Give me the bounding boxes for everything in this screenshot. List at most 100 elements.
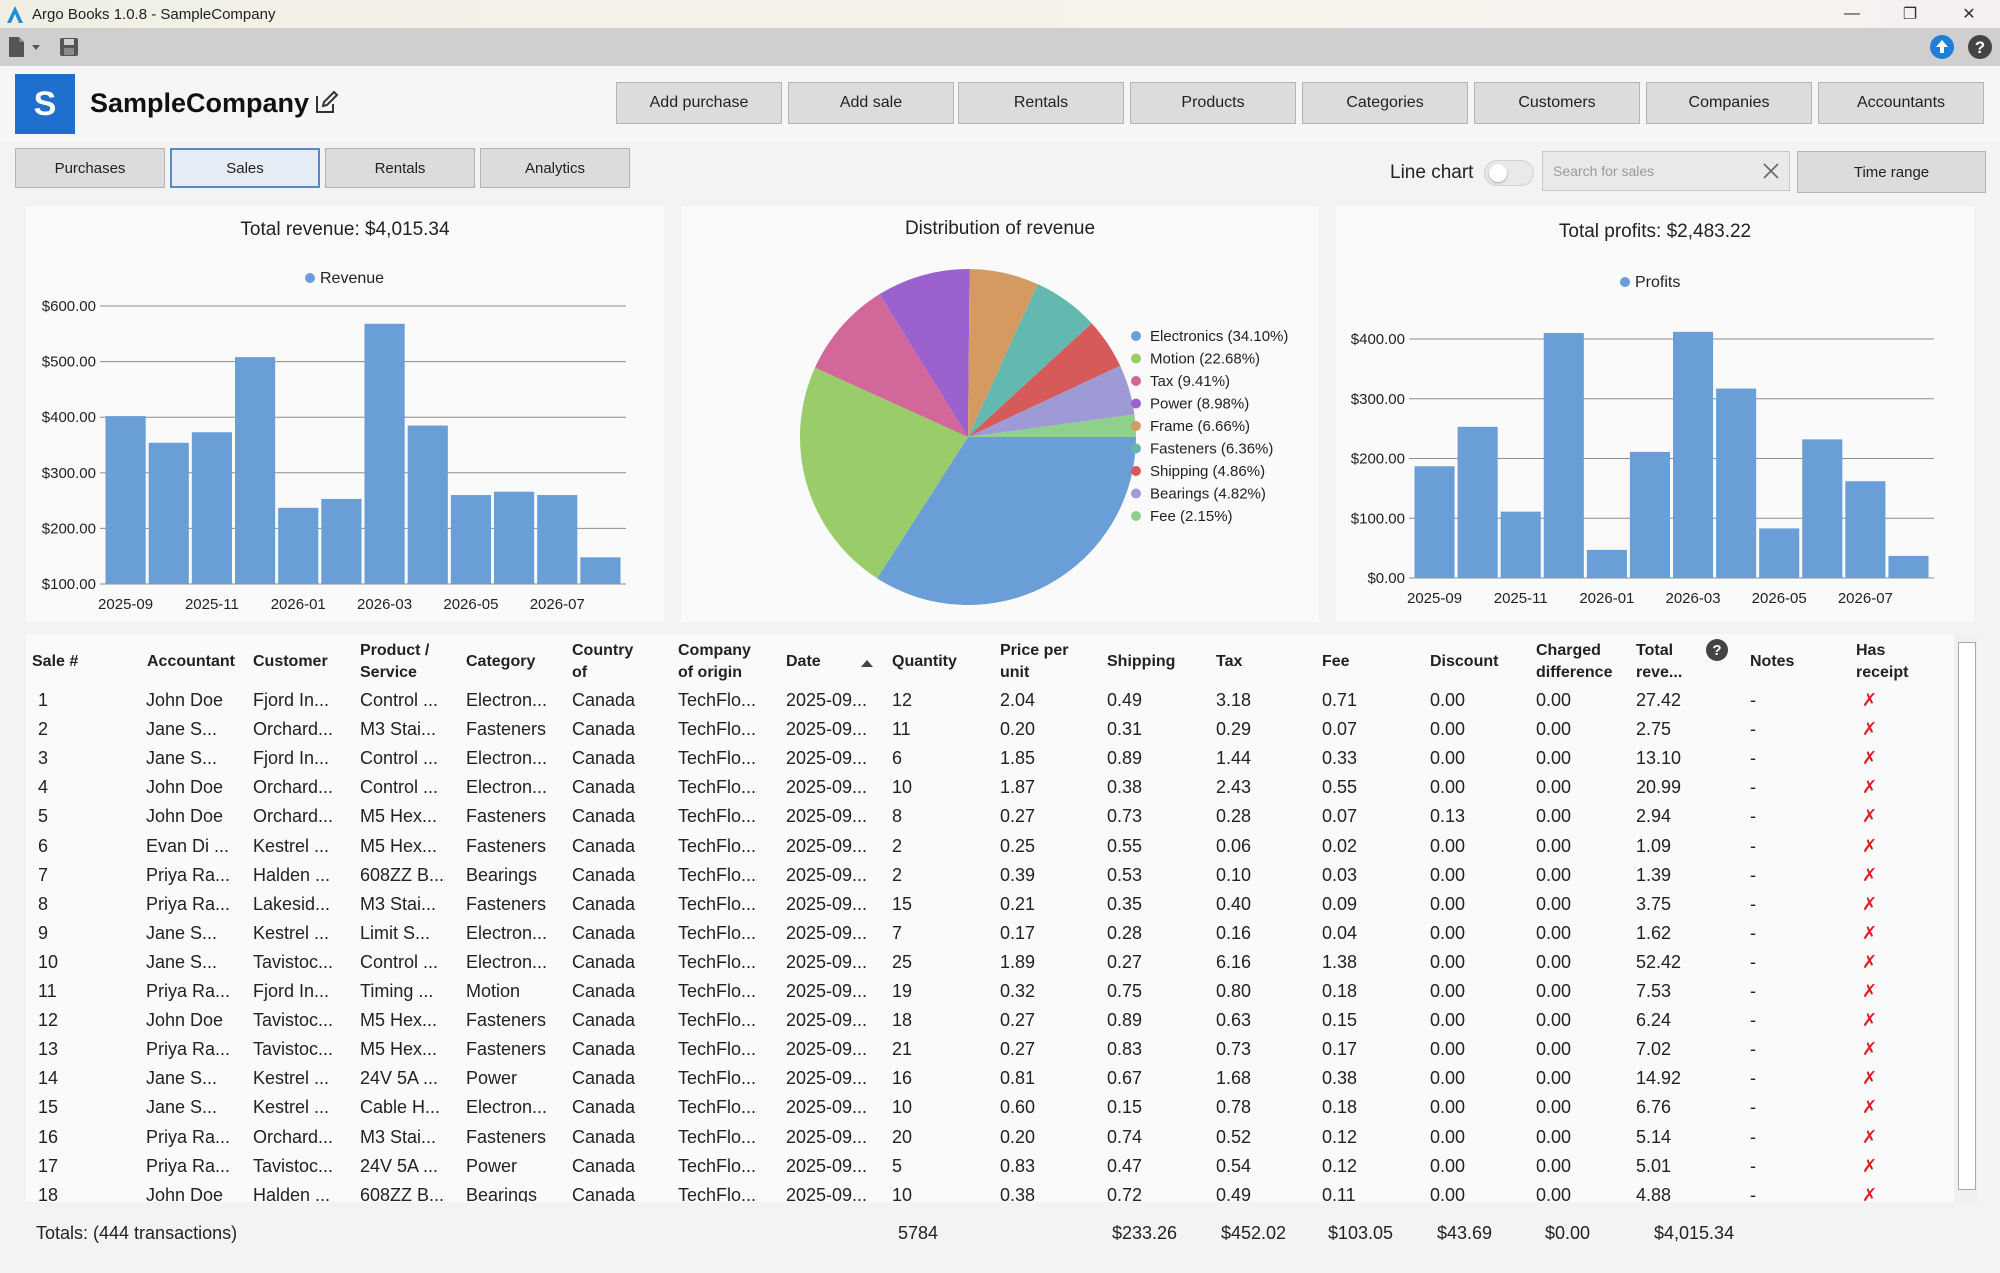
x-tick-label: 2026-03 <box>1666 590 1721 607</box>
time-range-button[interactable]: Time range <box>1797 151 1986 193</box>
bar[interactable] <box>278 507 319 584</box>
column-header[interactable]: Customer <box>253 651 328 673</box>
bar[interactable] <box>494 491 535 584</box>
bar[interactable] <box>321 498 362 584</box>
table-row[interactable]: 11 Priya Ra... Fjord In... Timing ... Motion… <box>26 977 1950 1006</box>
pie-slice[interactable] <box>800 367 968 579</box>
column-header[interactable]: Fee <box>1322 651 1350 673</box>
tab-purchases[interactable]: Purchases <box>15 148 165 188</box>
table-row[interactable]: 14 Jane S... Kestrel ... 24V 5A ... Power Can… <box>26 1064 1950 1093</box>
column-header[interactable]: Product / Service <box>360 640 429 684</box>
table-row[interactable]: 17 Priya Ra... Tavistoc... 24V 5A ... Power C… <box>26 1152 1950 1181</box>
help-button[interactable]: ? <box>1967 34 1993 60</box>
table-row[interactable]: 1 John Doe Fjord In... Control ... Electron.… <box>26 686 1950 715</box>
table-row[interactable]: 3 Jane S... Fjord In... Control ... Electron… <box>26 744 1950 773</box>
bar[interactable] <box>235 357 276 584</box>
column-header[interactable]: Accountant <box>147 651 235 673</box>
accountants-button[interactable]: Accountants <box>1818 82 1984 124</box>
categories-button[interactable]: Categories <box>1302 82 1468 124</box>
bar[interactable] <box>1802 439 1843 578</box>
customers-button[interactable]: Customers <box>1474 82 1640 124</box>
tab-analytics[interactable]: Analytics <box>480 148 630 188</box>
table-row[interactable]: 2 Jane S... Orchard... M3 Stai... Fasteners C… <box>26 715 1950 744</box>
table-cell: 0.00 <box>1536 835 1572 856</box>
file-menu-button[interactable] <box>4 34 42 60</box>
column-header[interactable]: Notes <box>1750 651 1794 673</box>
bar[interactable] <box>105 416 146 584</box>
search-input[interactable] <box>1543 152 1753 190</box>
table-row[interactable]: 18 John Doe Halden ... 608ZZ B... Bearings Ca… <box>26 1181 1950 1202</box>
tab-sales[interactable]: Sales <box>170 148 320 188</box>
column-header[interactable]: Has receipt <box>1856 640 1908 684</box>
table-row[interactable]: 13 Priya Ra... Tavistoc... M5 Hex... Fastene… <box>26 1035 1950 1064</box>
pie-slice[interactable] <box>877 437 1136 606</box>
table-scrollbar[interactable] <box>1954 634 1978 1202</box>
bar[interactable] <box>1888 555 1929 578</box>
rentals-button[interactable]: Rentals <box>958 82 1124 124</box>
bar[interactable] <box>364 323 405 584</box>
column-header[interactable]: Country of <box>572 640 633 684</box>
pie-slice[interactable] <box>968 365 1135 437</box>
column-header[interactable]: Category <box>466 651 535 673</box>
bar[interactable] <box>450 495 491 584</box>
line-chart-toggle[interactable] <box>1484 160 1534 186</box>
pie-slice[interactable] <box>968 269 1038 437</box>
table-row[interactable]: 8 Priya Ra... Lakesid... M3 Stai... Fastener… <box>26 890 1950 919</box>
column-header[interactable]: Quantity <box>892 651 957 673</box>
save-button[interactable] <box>56 34 82 60</box>
table-cell: 608ZZ B... <box>360 1184 445 1202</box>
restore-button[interactable]: ❐ <box>1881 0 1939 28</box>
pie-slice[interactable] <box>968 414 1136 437</box>
bar[interactable] <box>1586 549 1627 578</box>
table-row[interactable]: 10 Jane S... Tavistoc... Control ... Electro… <box>26 948 1950 977</box>
bar[interactable] <box>1543 333 1584 578</box>
bar[interactable] <box>1673 331 1714 578</box>
scrollbar-thumb[interactable] <box>1958 642 1976 1190</box>
pie-slice[interactable] <box>968 284 1092 437</box>
column-header[interactable]: Total reve... <box>1636 640 1682 684</box>
table-row[interactable]: 7 Priya Ra... Halden ... 608ZZ B... Bearings… <box>26 861 1950 890</box>
tab-rentals[interactable]: Rentals <box>325 148 475 188</box>
clear-search-icon[interactable] <box>1761 161 1781 181</box>
bar[interactable] <box>191 432 232 584</box>
bar[interactable] <box>1629 451 1670 578</box>
table-row[interactable]: 12 John Doe Tavistoc... M5 Hex... Fasteners C… <box>26 1006 1950 1035</box>
sort-ascending-icon[interactable] <box>860 658 874 668</box>
minimize-button[interactable]: — <box>1823 0 1881 28</box>
pie-slice[interactable] <box>814 294 968 437</box>
column-header[interactable]: Date <box>786 651 821 673</box>
column-header[interactable]: Charged difference <box>1536 640 1612 684</box>
bar[interactable] <box>580 557 621 584</box>
pie-slice[interactable] <box>879 269 970 437</box>
column-header[interactable]: Tax <box>1216 651 1242 673</box>
close-window-button[interactable]: ✕ <box>1940 0 1998 28</box>
table-row[interactable]: 5 John Doe Orchard... M5 Hex... Fasteners Can… <box>26 802 1950 831</box>
bar[interactable] <box>1759 528 1800 578</box>
table-row[interactable]: 4 John Doe Orchard... Control ... Electron..… <box>26 773 1950 802</box>
table-row[interactable]: 15 Jane S... Kestrel ... Cable H... Electron… <box>26 1093 1950 1122</box>
bar[interactable] <box>1414 466 1455 578</box>
column-header[interactable]: Shipping <box>1107 651 1175 673</box>
table-row[interactable]: 16 Priya Ra... Orchard... M3 Stai... Fastene… <box>26 1123 1950 1152</box>
add-sale-button[interactable]: Add sale <box>788 82 954 124</box>
edit-company-icon[interactable] <box>313 90 339 116</box>
column-header[interactable]: Sale # <box>32 651 78 673</box>
pie-slice[interactable] <box>968 323 1121 437</box>
upload-button[interactable] <box>1929 34 1955 60</box>
products-button[interactable]: Products <box>1130 82 1296 124</box>
bar[interactable] <box>1500 511 1541 578</box>
add-purchase-button[interactable]: Add purchase <box>616 82 782 124</box>
bar[interactable] <box>1845 481 1886 578</box>
bar[interactable] <box>148 442 189 584</box>
table-row[interactable]: 6 Evan Di ... Kestrel ... M5 Hex... Fastener… <box>26 832 1950 861</box>
column-header[interactable]: Discount <box>1430 651 1498 673</box>
column-header[interactable]: Price per unit <box>1000 640 1068 684</box>
bar[interactable] <box>537 495 578 584</box>
total-revenue-help-icon[interactable]: ? <box>1706 639 1728 661</box>
column-header[interactable]: Company of origin <box>678 640 751 684</box>
bar[interactable] <box>1457 426 1498 578</box>
companies-button[interactable]: Companies <box>1646 82 1812 124</box>
bar[interactable] <box>1716 388 1757 578</box>
table-row[interactable]: 9 Jane S... Kestrel ... Limit S... Electron.… <box>26 919 1950 948</box>
bar[interactable] <box>407 425 448 584</box>
